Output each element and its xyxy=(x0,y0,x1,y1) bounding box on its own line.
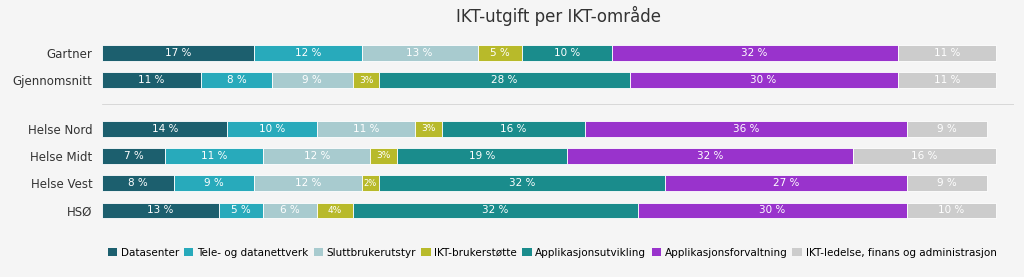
Text: 27 %: 27 % xyxy=(773,178,799,188)
Bar xyxy=(853,148,996,164)
Text: 32 %: 32 % xyxy=(696,151,723,161)
Text: 13 %: 13 % xyxy=(407,48,433,58)
Bar xyxy=(102,175,174,191)
Text: 7 %: 7 % xyxy=(124,151,143,161)
Text: 14 %: 14 % xyxy=(152,124,178,134)
Text: 9 %: 9 % xyxy=(937,124,956,134)
Text: 6 %: 6 % xyxy=(281,206,300,216)
Text: 2%: 2% xyxy=(364,179,377,188)
Bar xyxy=(522,45,611,61)
Bar xyxy=(352,72,379,88)
Text: 9 %: 9 % xyxy=(937,178,956,188)
Bar xyxy=(254,45,361,61)
Bar xyxy=(379,72,630,88)
Text: 11 %: 11 % xyxy=(353,124,379,134)
Bar xyxy=(415,121,442,137)
Bar xyxy=(666,175,906,191)
Bar xyxy=(165,148,263,164)
Text: 10 %: 10 % xyxy=(938,206,965,216)
Bar xyxy=(102,121,227,137)
Text: 11 %: 11 % xyxy=(934,75,959,85)
Bar xyxy=(397,148,567,164)
Bar xyxy=(254,175,361,191)
Text: 4%: 4% xyxy=(328,206,342,215)
Text: 13 %: 13 % xyxy=(147,206,174,216)
Bar xyxy=(442,121,585,137)
Bar xyxy=(379,175,666,191)
Text: 5 %: 5 % xyxy=(490,48,510,58)
Text: 10 %: 10 % xyxy=(259,124,286,134)
Text: 3%: 3% xyxy=(377,152,391,160)
Text: 19 %: 19 % xyxy=(469,151,496,161)
Bar xyxy=(567,148,853,164)
Bar xyxy=(906,121,987,137)
Text: 12 %: 12 % xyxy=(295,48,322,58)
Text: 32 %: 32 % xyxy=(482,206,509,216)
Bar xyxy=(201,72,272,88)
Bar xyxy=(174,175,254,191)
Text: 9 %: 9 % xyxy=(302,75,323,85)
Text: 5 %: 5 % xyxy=(231,206,251,216)
Bar xyxy=(263,202,316,218)
Bar xyxy=(898,45,996,61)
Bar xyxy=(585,121,906,137)
Text: 30 %: 30 % xyxy=(751,75,777,85)
Bar xyxy=(316,121,415,137)
Bar xyxy=(639,202,906,218)
Text: 8 %: 8 % xyxy=(226,75,247,85)
Text: 30 %: 30 % xyxy=(760,206,785,216)
Bar xyxy=(102,45,254,61)
Bar xyxy=(611,45,898,61)
Text: 8 %: 8 % xyxy=(128,178,148,188)
Text: 10 %: 10 % xyxy=(554,48,581,58)
Text: 11 %: 11 % xyxy=(201,151,227,161)
Text: 11 %: 11 % xyxy=(138,75,165,85)
Bar xyxy=(352,202,639,218)
Bar xyxy=(227,121,316,137)
Text: 36 %: 36 % xyxy=(732,124,759,134)
Text: 3%: 3% xyxy=(358,76,373,85)
Bar xyxy=(316,202,352,218)
Bar xyxy=(102,72,201,88)
Text: 28 %: 28 % xyxy=(492,75,518,85)
Bar xyxy=(361,175,379,191)
Bar xyxy=(477,45,522,61)
Text: 3%: 3% xyxy=(421,124,435,133)
Bar xyxy=(102,202,218,218)
Bar xyxy=(898,72,996,88)
Bar xyxy=(906,175,987,191)
Text: 9 %: 9 % xyxy=(204,178,224,188)
Text: 16 %: 16 % xyxy=(500,124,526,134)
Text: 12 %: 12 % xyxy=(304,151,330,161)
Bar xyxy=(272,72,352,88)
Text: 11 %: 11 % xyxy=(934,48,959,58)
Text: 32 %: 32 % xyxy=(741,48,768,58)
Text: 17 %: 17 % xyxy=(165,48,191,58)
Legend: Datasenter, Tele- og datanettverk, Sluttbrukerutstyr, IKT-brukerstøtte, Applikas: Datasenter, Tele- og datanettverk, Slutt… xyxy=(108,248,996,258)
Bar xyxy=(906,202,996,218)
Bar xyxy=(361,45,477,61)
Text: 32 %: 32 % xyxy=(509,178,536,188)
Bar xyxy=(371,148,397,164)
Bar xyxy=(263,148,371,164)
Text: 16 %: 16 % xyxy=(911,151,938,161)
Title: IKT-utgift per IKT-område: IKT-utgift per IKT-område xyxy=(456,6,660,26)
Bar xyxy=(102,148,165,164)
Bar xyxy=(630,72,898,88)
Text: 12 %: 12 % xyxy=(295,178,322,188)
Bar xyxy=(218,202,263,218)
